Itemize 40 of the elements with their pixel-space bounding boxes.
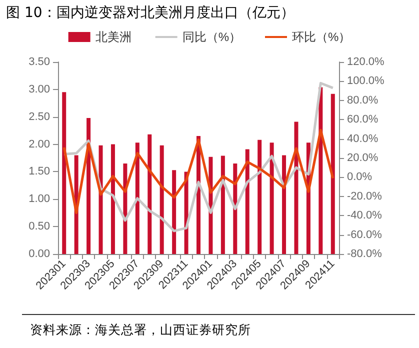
chart-title: 图 10：国内逆变器对北美洲月度出口（亿元） [6, 4, 294, 22]
bar [98, 145, 103, 254]
bar [62, 92, 66, 254]
bar [282, 155, 286, 254]
y2-tick-label: 100.0% [347, 75, 385, 88]
y2-tick-label: -20.0% [347, 190, 382, 202]
y-tick-label: 0.50 [28, 220, 50, 233]
text: 资料来源：海关总署，山西证券研究所 [30, 322, 251, 339]
y-tick-label: 2.00 [28, 138, 50, 150]
bar [148, 134, 152, 254]
y2-tick-label: 0.0% [347, 171, 372, 184]
y-tick-label: 1.50 [28, 166, 50, 178]
bar [160, 145, 164, 254]
y2-tick-label: -80.0% [347, 248, 382, 260]
line-series [62, 82, 334, 232]
legend-label: 北美洲 [95, 30, 132, 44]
bar [172, 170, 176, 254]
bar [245, 149, 250, 254]
bar [110, 144, 115, 254]
bar [294, 122, 298, 254]
legend-label: 环比（%） [292, 30, 351, 44]
y-tick-label: 1.00 [28, 193, 50, 206]
bar [220, 156, 225, 254]
y-tick-label: 3.00 [28, 83, 50, 96]
y2-tick-label: 80.0% [347, 94, 378, 106]
y2-tick-label: -40.0% [347, 210, 382, 222]
y2-tick-label: 60.0% [347, 114, 378, 126]
line-series [62, 128, 334, 214]
y-tick-label: 2.50 [28, 110, 50, 123]
y2-tick-label: 40.0% [347, 132, 378, 145]
y2-tick-label: 20.0% [347, 152, 378, 164]
bar [258, 140, 262, 254]
bar [270, 142, 274, 254]
legend-label: 同比（%） [182, 30, 241, 44]
y2-tick-label: 120.0% [347, 56, 385, 68]
y-tick-label: 0.00 [28, 248, 50, 260]
bar [330, 94, 335, 254]
y2-tick-label: -60.0% [347, 228, 382, 241]
y-tick-label: 3.50 [28, 56, 50, 68]
bar [135, 142, 140, 254]
